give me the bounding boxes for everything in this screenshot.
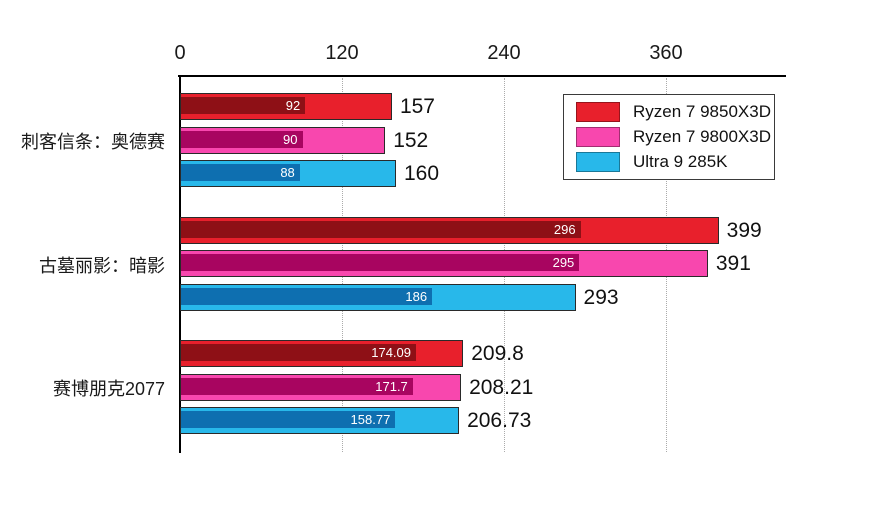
bar-low-value-label: 88 bbox=[280, 165, 295, 180]
legend-label: Ryzen 7 9850X3D bbox=[633, 101, 771, 121]
bar-low: 158.77 bbox=[181, 411, 396, 428]
bar-low: 296 bbox=[181, 220, 581, 238]
category-label: 刺客信条：奥德赛 bbox=[21, 132, 165, 152]
bar-avg: 295 bbox=[180, 250, 708, 277]
bar-low-value-label: 186 bbox=[405, 288, 428, 304]
bar-avg: 158.77 bbox=[180, 407, 460, 434]
bar-low-value-label: 295 bbox=[552, 255, 575, 270]
bar-avg: 88 bbox=[180, 160, 396, 187]
bar-avg-value-label: 157 bbox=[399, 95, 435, 118]
legend-row: Ryzen 7 9850X3D bbox=[564, 99, 774, 124]
bar-avg: 186 bbox=[180, 283, 576, 311]
bar-avg: 296 bbox=[180, 216, 719, 244]
bar-low: 171.7 bbox=[181, 377, 413, 395]
legend: Ryzen 7 9850X3D Ryzen 7 9800X3D Ultra 9 28… bbox=[563, 94, 775, 180]
bar-avg: 92 bbox=[180, 93, 392, 120]
bar-avg-value-label: 293 bbox=[583, 285, 619, 309]
legend-swatch bbox=[576, 126, 620, 147]
bar-low-value-label: 174.09 bbox=[371, 345, 411, 360]
bar-avg-value-label: 160 bbox=[404, 162, 440, 185]
x-axis-tick-label: 240 bbox=[487, 42, 521, 64]
bar-low: 295 bbox=[181, 254, 580, 271]
legend-row: Ryzen 7 9800X3D bbox=[564, 124, 774, 149]
bar-avg-value-label: 152 bbox=[393, 128, 429, 152]
bar-low-value-label: 158.77 bbox=[350, 412, 391, 427]
legend-label: Ryzen 7 9800X3D bbox=[633, 126, 771, 146]
bar-avg-value-label: 209.8 bbox=[471, 342, 524, 365]
bar-low: 88 bbox=[181, 164, 300, 181]
bar-avg-value-label: 208.21 bbox=[469, 375, 534, 399]
bar-avg: 90 bbox=[180, 126, 386, 154]
bar-low-value-label: 171.7 bbox=[375, 378, 408, 394]
legend-swatch bbox=[576, 151, 620, 172]
bar-avg: 171.7 bbox=[180, 373, 462, 401]
x-axis-tick-label: 120 bbox=[325, 42, 359, 64]
bar-low-value-label: 90 bbox=[283, 131, 298, 147]
bar-avg-value-label: 391 bbox=[715, 252, 751, 275]
bar-low-value-label: 296 bbox=[553, 221, 576, 237]
bar-low-value-label: 92 bbox=[285, 98, 301, 113]
legend-swatch bbox=[576, 101, 620, 122]
category-label: 古墓丽影：暗影 bbox=[39, 255, 165, 276]
legend-row: Ultra 9 285K bbox=[564, 149, 774, 174]
bar-low: 186 bbox=[181, 287, 433, 305]
x-axis-tick-label: 360 bbox=[649, 42, 683, 64]
bar-low: 92 bbox=[181, 97, 306, 114]
legend-label: Ultra 9 285K bbox=[633, 151, 728, 171]
bar-low: 90 bbox=[181, 130, 303, 148]
bar-avg-value-label: 399 bbox=[726, 218, 762, 242]
bar-avg: 174.09 bbox=[180, 340, 464, 367]
x-axis-tick-label: 0 bbox=[174, 42, 186, 64]
category-label: 赛博朋克2077 bbox=[52, 379, 165, 399]
x-axis-line bbox=[178, 75, 786, 77]
bar-avg-value-label: 206.73 bbox=[467, 409, 532, 432]
bar-low: 174.09 bbox=[181, 344, 416, 361]
